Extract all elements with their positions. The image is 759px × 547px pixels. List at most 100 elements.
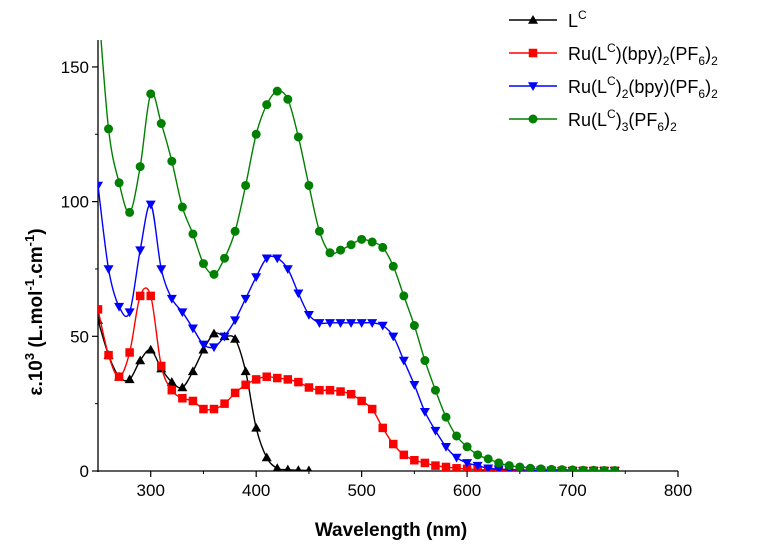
data-point <box>357 234 367 244</box>
data-point <box>146 89 156 99</box>
legend-marker <box>528 15 538 24</box>
data-point <box>462 442 472 452</box>
data-point <box>314 319 325 328</box>
data-point <box>410 455 419 465</box>
series-4 <box>94 0 620 471</box>
data-point <box>104 124 114 134</box>
data-point <box>409 381 420 390</box>
x-axis-title: Wavelength (nm) <box>315 520 467 541</box>
legend-label: LC <box>568 8 587 31</box>
legend-item-2: Ru(LC)(bpy)2(PF6)2 <box>509 41 718 68</box>
data-point <box>536 464 546 471</box>
legend-marker <box>528 82 538 91</box>
data-point <box>230 226 240 236</box>
data-point <box>209 328 219 338</box>
data-point <box>94 0 103 4</box>
y-tick-label: 50 <box>70 327 89 346</box>
data-point <box>304 180 314 190</box>
data-point <box>251 422 262 432</box>
data-point <box>166 377 177 386</box>
data-point <box>272 254 283 264</box>
y-tick-label: 100 <box>61 193 89 212</box>
data-point <box>335 319 346 328</box>
data-point <box>124 374 135 384</box>
data-point <box>441 462 451 471</box>
data-point <box>388 261 398 271</box>
x-tick-label: 600 <box>453 481 481 500</box>
data-point <box>114 372 124 381</box>
data-point <box>525 463 535 471</box>
data-point <box>135 246 146 256</box>
x-tick-label: 400 <box>242 481 270 500</box>
data-point <box>272 86 282 96</box>
data-point <box>251 129 261 139</box>
data-point <box>282 265 293 274</box>
y-tick-label: 0 <box>80 462 89 481</box>
data-point <box>273 373 282 383</box>
data-point <box>241 380 250 390</box>
data-point <box>125 207 135 217</box>
legend-item-1: LC <box>509 8 587 31</box>
data-point <box>399 450 409 460</box>
data-point <box>124 308 135 318</box>
data-point <box>367 404 377 414</box>
data-point <box>146 291 155 301</box>
data-point <box>419 407 430 417</box>
data-point <box>103 265 114 274</box>
data-point <box>187 366 198 376</box>
data-point <box>314 226 324 236</box>
data-point <box>156 265 167 274</box>
data-point <box>188 229 198 239</box>
data-point <box>430 426 441 436</box>
data-point <box>441 412 451 422</box>
data-point <box>504 461 514 471</box>
data-point <box>262 372 271 381</box>
data-point <box>188 396 198 406</box>
legend-item-3: Ru(LC)2(bpy)(PF6)2 <box>509 74 718 101</box>
data-point <box>262 100 272 110</box>
data-point <box>167 385 177 395</box>
data-point <box>283 94 293 104</box>
data-point <box>177 202 187 212</box>
data-point <box>209 404 219 414</box>
data-point <box>178 394 187 403</box>
data-point <box>399 291 409 301</box>
data-point <box>303 311 314 320</box>
series-line <box>98 287 615 471</box>
data-point <box>145 200 156 210</box>
data-point <box>515 462 525 471</box>
data-point <box>336 245 346 255</box>
legend-label: Ru(LC)(bpy)2(PF6)2 <box>568 41 718 68</box>
axes: 300 400 500 600 700 800 0 50 100 150 <box>61 40 692 500</box>
x-tick-label: 300 <box>137 481 165 500</box>
data-point <box>220 253 230 263</box>
data-point <box>473 450 483 460</box>
data-point <box>568 465 578 471</box>
data-point <box>135 291 145 301</box>
x-tick-label: 800 <box>664 481 692 500</box>
data-point <box>251 273 262 283</box>
data-point <box>198 259 208 269</box>
data-point <box>98 181 103 191</box>
data-point <box>156 119 166 129</box>
data-point <box>356 319 367 328</box>
data-point <box>430 385 440 395</box>
data-point <box>431 461 440 470</box>
data-point <box>589 465 599 471</box>
data-point <box>315 385 324 395</box>
data-point <box>251 375 261 384</box>
data-point <box>240 294 251 304</box>
x-tick-label: 700 <box>558 481 586 500</box>
data-point <box>283 375 293 384</box>
data-point <box>135 162 145 172</box>
data-point <box>378 423 387 433</box>
data-point <box>377 321 388 331</box>
data-point <box>230 334 241 343</box>
data-point <box>187 324 198 334</box>
series-1 <box>98 315 313 471</box>
legend-marker <box>528 48 538 58</box>
data-point <box>199 404 208 414</box>
data-point <box>98 305 103 314</box>
data-point <box>261 254 272 264</box>
data-point <box>295 465 302 471</box>
